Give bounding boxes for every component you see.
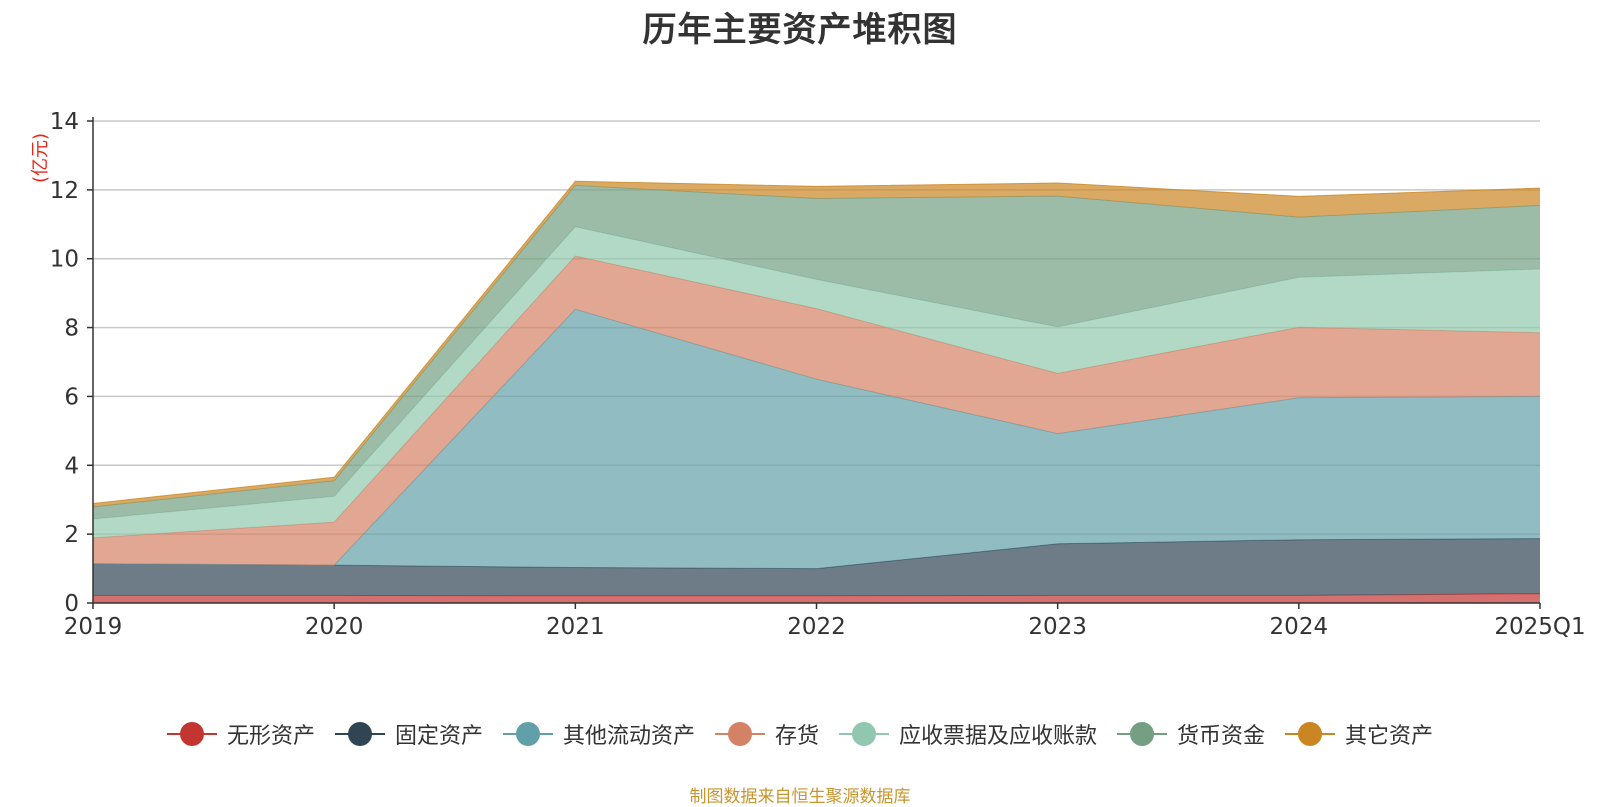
y-tick-label: 0: [64, 591, 79, 617]
area-series: [92, 180, 1541, 603]
x-tick-label: 2022: [787, 614, 846, 640]
series-line-其它资产: [92, 180, 1541, 504]
y-tick-label: 2: [64, 522, 79, 548]
axes: 0 2 4 6 8 10 12 14 2019 2020 2021 2022 2023 2024 2025Q…: [50, 109, 1586, 640]
legend-label: 无形资产: [226, 724, 315, 749]
legend-item[interactable]: 存货: [714, 718, 819, 750]
legend-item[interactable]: 固定资产: [334, 718, 483, 750]
x-tick-label: 2023: [1028, 614, 1087, 640]
legend-item[interactable]: 无形资产: [166, 718, 315, 750]
legend-item[interactable]: 其它资产: [1285, 718, 1433, 750]
x-tick-label: 2024: [1270, 614, 1329, 640]
legend-marker-icon: [502, 721, 553, 747]
legend: 无形资产 固定资产 其他流动资产 存货 应收票据及应收账款 货币资金 其它资产: [0, 718, 1600, 750]
area-固定资产: [93, 538, 1540, 596]
y-tick-label: 10: [50, 247, 79, 273]
x-tick-label: 2019: [64, 614, 123, 640]
legend-marker-icon: [839, 721, 889, 747]
area-应收票据及应收账款: [93, 226, 1540, 538]
legend-label: 固定资产: [394, 724, 483, 749]
legend-label: 应收票据及应收账款: [899, 724, 1098, 749]
legend-label: 存货: [774, 724, 819, 749]
legend-marker-icon: [1117, 721, 1168, 747]
legend-label: 货币资金: [1177, 724, 1266, 749]
stacked-area-chart: 0 2 4 6 8 10 12 14 2019 2020 2021 2022 2023 2024 2025Q…: [50, 109, 1586, 640]
chart-title: 历年主要资产堆积图: [642, 10, 958, 50]
area-存货: [93, 256, 1540, 566]
y-tick-label: 12: [50, 178, 79, 204]
legend-label: 其它资产: [1345, 724, 1434, 749]
legend-marker-icon: [334, 721, 385, 747]
area-货币资金: [93, 185, 1540, 519]
legend-marker-icon: [166, 721, 217, 747]
legend-marker-icon: [1285, 721, 1336, 747]
area-其他流动资产: [93, 309, 1540, 569]
x-tick-label: 2020: [305, 614, 364, 640]
legend-marker-icon: [714, 721, 765, 747]
legend-item[interactable]: 货币资金: [1117, 718, 1265, 750]
y-tick-label: 8: [64, 316, 79, 342]
y-tick-label: 4: [64, 453, 79, 479]
y-tick-label: 14: [50, 109, 79, 135]
legend-item[interactable]: 应收票据及应收账款: [839, 718, 1097, 750]
y-tick-label: 6: [64, 384, 79, 410]
x-tick-label: 2021: [546, 614, 605, 640]
x-tick-label: 2025Q1: [1494, 614, 1585, 640]
data-source-note: 制图数据来自恒生聚源数据库: [689, 787, 911, 807]
legend-item[interactable]: 其他流动资产: [502, 718, 695, 750]
legend-label: 其他流动资产: [562, 724, 695, 749]
